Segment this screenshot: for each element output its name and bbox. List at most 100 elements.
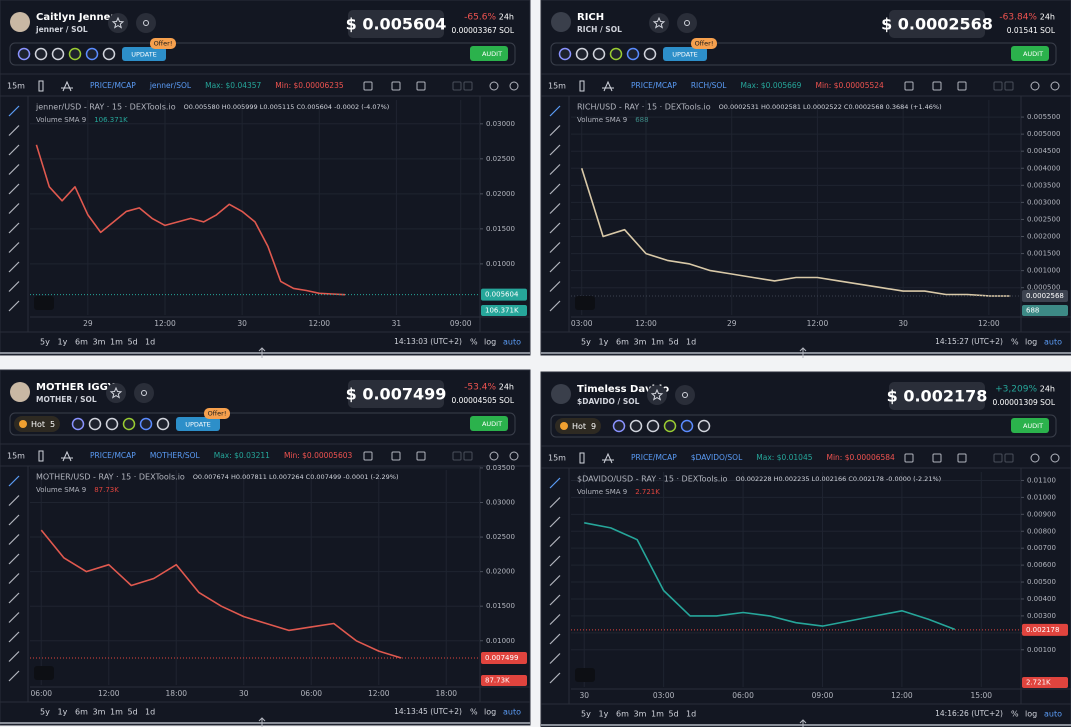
range-button[interactable]: 1m	[110, 338, 123, 347]
social-link[interactable]	[139, 417, 153, 431]
toolbar-icon[interactable]	[363, 451, 373, 461]
range-button[interactable]: 5d	[669, 710, 679, 719]
range-button[interactable]: 1m	[651, 710, 664, 719]
drawing-tool[interactable]	[8, 651, 20, 662]
drawing-tool[interactable]	[8, 553, 20, 565]
range-button[interactable]: 1d	[145, 338, 155, 347]
drawing-tool[interactable]	[8, 222, 20, 234]
drawing-tool[interactable]	[549, 536, 561, 547]
social-link[interactable]	[680, 419, 694, 433]
range-button[interactable]: 6m	[75, 338, 88, 347]
toolbar-icon[interactable]	[509, 451, 519, 461]
range-button[interactable]: 1m	[110, 708, 123, 717]
social-link[interactable]	[643, 47, 657, 61]
toolbar-icon[interactable]	[463, 451, 473, 461]
drawing-tool[interactable]	[549, 594, 561, 606]
toolbar-icon[interactable]	[932, 81, 942, 91]
range-button[interactable]: 6m	[616, 338, 629, 347]
social-link[interactable]	[609, 47, 623, 61]
log-toggle[interactable]: log	[484, 708, 496, 717]
social-link[interactable]	[17, 47, 31, 61]
toolbar-icon[interactable]	[904, 453, 914, 463]
auto-toggle[interactable]: auto	[503, 708, 521, 717]
drawing-tool[interactable]	[8, 183, 20, 195]
drawing-tool[interactable]	[549, 575, 561, 586]
drawing-tool[interactable]	[8, 495, 20, 506]
log-toggle[interactable]: log	[484, 338, 496, 347]
drawing-tool[interactable]	[549, 222, 561, 234]
toolbar-icon[interactable]	[957, 81, 967, 91]
update-button[interactable]	[176, 417, 220, 431]
toolbar-icon[interactable]	[489, 81, 499, 91]
drawing-tool[interactable]	[8, 125, 20, 136]
percent-toggle[interactable]: %	[1011, 710, 1019, 719]
social-link[interactable]	[697, 419, 711, 433]
social-link[interactable]	[88, 417, 102, 431]
drawing-tool[interactable]	[8, 534, 20, 545]
drawing-tool[interactable]	[549, 281, 561, 292]
drawing-tool[interactable]	[8, 144, 20, 156]
social-link[interactable]	[85, 47, 99, 61]
drawing-tool[interactable]	[549, 261, 561, 273]
log-toggle[interactable]: log	[1025, 338, 1037, 347]
range-button[interactable]: 1d	[145, 708, 155, 717]
drawing-tool[interactable]	[8, 612, 20, 623]
social-link[interactable]	[51, 47, 65, 61]
auto-toggle[interactable]: auto	[503, 338, 521, 347]
social-link[interactable]	[68, 47, 82, 61]
range-button[interactable]: 5d	[669, 338, 679, 347]
resize-handle[interactable]	[799, 719, 807, 727]
drawing-tool[interactable]	[8, 592, 20, 604]
toolbar-icon[interactable]	[1004, 81, 1014, 91]
range-button[interactable]: 5y	[40, 338, 50, 347]
social-link[interactable]	[663, 419, 677, 433]
share-button[interactable]	[677, 13, 697, 33]
range-button[interactable]: 1d	[686, 710, 696, 719]
drawing-tool[interactable]	[8, 164, 20, 175]
percent-toggle[interactable]: %	[470, 708, 478, 717]
percent-toggle[interactable]: %	[1011, 338, 1019, 347]
social-link[interactable]	[592, 47, 606, 61]
range-button[interactable]: 6m	[75, 708, 88, 717]
percent-toggle[interactable]: %	[470, 338, 478, 347]
range-button[interactable]: 3m	[93, 708, 106, 717]
range-button[interactable]: 5y	[581, 710, 591, 719]
favorite-button[interactable]	[649, 13, 669, 33]
auto-toggle[interactable]: auto	[1044, 338, 1062, 347]
range-button[interactable]: 5d	[128, 708, 138, 717]
range-button[interactable]: 3m	[634, 338, 647, 347]
toolbar-icon[interactable]	[1050, 453, 1060, 463]
range-button[interactable]: 1d	[686, 338, 696, 347]
drawing-tool[interactable]	[549, 555, 561, 567]
drawing-tool[interactable]	[8, 281, 20, 292]
drawing-tool[interactable]	[549, 300, 561, 312]
drawing-tool[interactable]	[549, 125, 561, 136]
drawing-tool[interactable]	[8, 631, 20, 643]
toolbar-icon[interactable]	[1030, 453, 1040, 463]
social-link[interactable]	[105, 417, 119, 431]
drawing-tool[interactable]	[549, 614, 561, 625]
toolbar-icon[interactable]	[463, 81, 473, 91]
toolbar-icon[interactable]	[1030, 81, 1040, 91]
toolbar-icon[interactable]	[489, 451, 499, 461]
social-link[interactable]	[156, 417, 170, 431]
social-link[interactable]	[558, 47, 572, 61]
range-button[interactable]: 5y	[581, 338, 591, 347]
audit-button[interactable]	[1011, 46, 1049, 61]
drawing-tool[interactable]	[549, 653, 561, 664]
drawing-tool[interactable]	[8, 261, 20, 273]
range-button[interactable]: 6m	[616, 710, 629, 719]
social-link[interactable]	[646, 419, 660, 433]
share-button[interactable]	[675, 385, 695, 405]
toolbar-icon[interactable]	[416, 451, 426, 461]
toolbar-icon[interactable]	[1050, 81, 1060, 91]
social-link[interactable]	[629, 419, 643, 433]
range-button[interactable]: 1m	[651, 338, 664, 347]
toolbar-icon[interactable]	[1004, 453, 1014, 463]
auto-toggle[interactable]: auto	[1044, 710, 1062, 719]
favorite-button[interactable]	[106, 383, 126, 403]
share-button[interactable]	[134, 383, 154, 403]
favorite-button[interactable]	[108, 13, 128, 33]
log-toggle[interactable]: log	[1025, 710, 1037, 719]
toolbar-icon[interactable]	[509, 81, 519, 91]
